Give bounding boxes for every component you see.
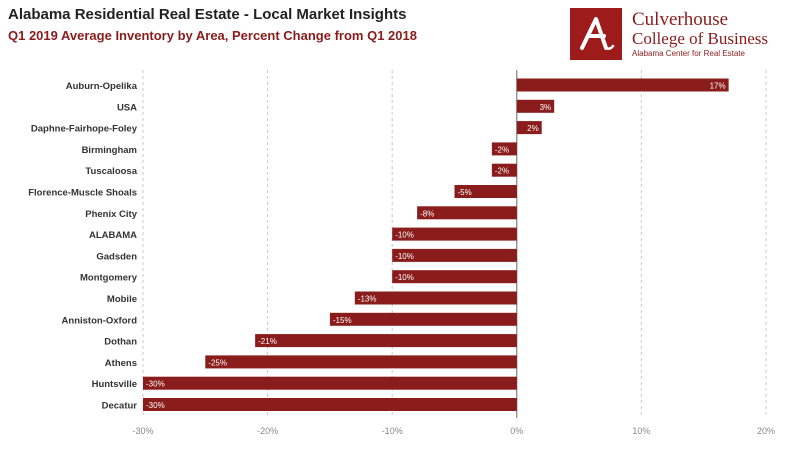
bar xyxy=(392,248,517,262)
data-label: -5% xyxy=(458,188,472,197)
logo-line-college: College of Business xyxy=(632,29,768,48)
bar xyxy=(329,312,517,326)
data-label: -21% xyxy=(258,337,277,346)
bar xyxy=(491,142,517,156)
category-label: Anniston-Oxford xyxy=(62,315,138,326)
x-tick-label: -10% xyxy=(382,426,403,436)
bar xyxy=(454,185,517,198)
culverhouse-logo: Culverhouse College of Business Alabama … xyxy=(570,8,785,60)
data-label: 2% xyxy=(527,124,539,133)
data-label: -13% xyxy=(358,295,377,304)
data-label: -10% xyxy=(395,231,414,240)
category-label: Auburn-Opelika xyxy=(66,81,138,92)
category-label: Gadsden xyxy=(96,251,137,262)
bar xyxy=(417,206,517,220)
data-label: 3% xyxy=(540,103,552,112)
data-label: -8% xyxy=(420,209,434,218)
x-tick-label: -20% xyxy=(257,426,278,436)
bar xyxy=(354,291,517,305)
category-label: Tuscaloosa xyxy=(85,166,137,177)
category-label: ALABAMA xyxy=(89,230,137,241)
bar xyxy=(516,121,542,135)
data-label: -25% xyxy=(208,358,227,367)
data-label: 17% xyxy=(710,82,726,91)
chart-subtitle: Q1 2019 Average Inventory by Area, Perce… xyxy=(8,28,417,43)
x-tick-label: -30% xyxy=(132,426,153,436)
x-tick-label: 10% xyxy=(632,426,650,436)
category-label: Mobile xyxy=(107,294,137,305)
data-label: -15% xyxy=(333,316,352,325)
category-label: Daphne-Fairhope-Foley xyxy=(31,124,138,135)
category-label: Birmingham xyxy=(82,145,137,156)
bar xyxy=(516,99,555,113)
logo-line-culverhouse: Culverhouse xyxy=(632,9,729,30)
category-label: USA xyxy=(117,102,137,113)
data-label: -2% xyxy=(495,167,509,176)
category-label: Florence-Muscle Shoals xyxy=(28,188,137,199)
data-label: -10% xyxy=(395,273,414,282)
data-label: -30% xyxy=(146,401,165,410)
category-label: Dothan xyxy=(104,337,137,348)
script-a-icon xyxy=(570,8,622,60)
bar xyxy=(516,78,729,92)
chart-title: Alabama Residential Real Estate - Local … xyxy=(8,6,407,23)
logo-line-center: Alabama Center for Real Estate xyxy=(632,49,745,58)
bar xyxy=(143,398,517,411)
category-label: Decatur xyxy=(102,401,138,412)
category-label: Athens xyxy=(105,358,137,369)
category-label: Montgomery xyxy=(80,273,138,284)
category-label: Huntsville xyxy=(92,379,137,390)
data-label: -2% xyxy=(495,145,509,154)
bar xyxy=(143,376,517,390)
x-tick-label: 0% xyxy=(510,426,523,436)
bar xyxy=(255,334,517,348)
bar xyxy=(392,227,517,241)
category-label: Phenix City xyxy=(85,209,137,220)
bar xyxy=(392,270,517,284)
bar xyxy=(491,163,517,177)
data-label: -10% xyxy=(395,252,414,261)
data-label: -30% xyxy=(146,380,165,389)
bar xyxy=(205,355,517,369)
x-tick-label: 20% xyxy=(757,426,775,436)
